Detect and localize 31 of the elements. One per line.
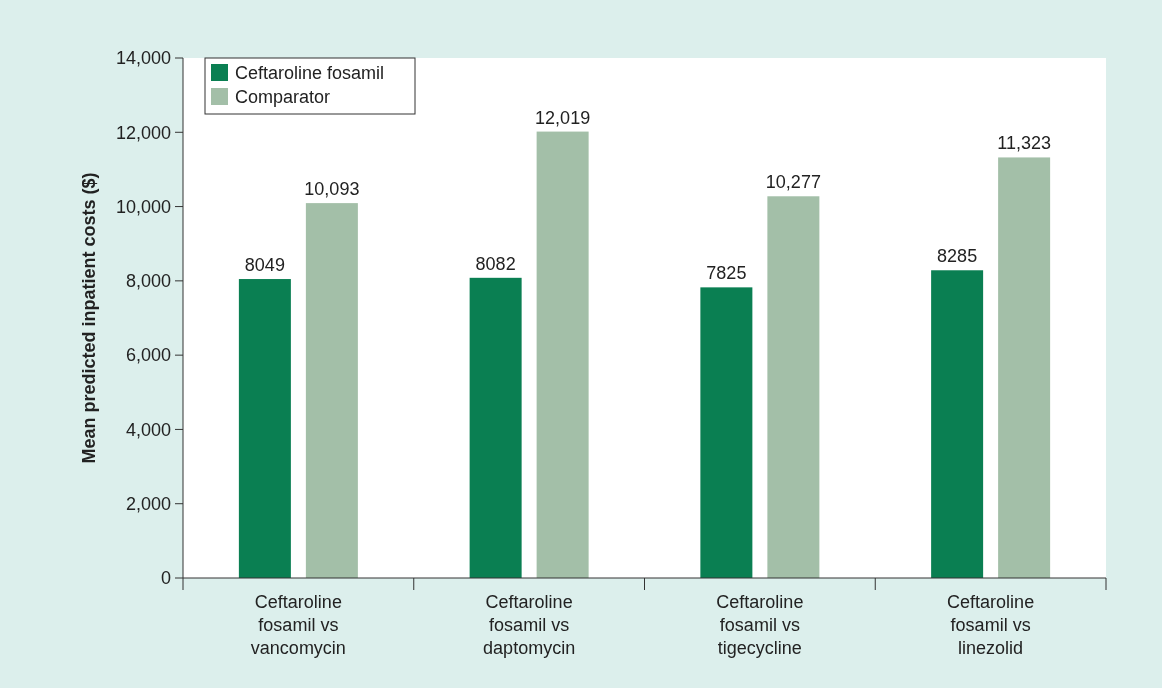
x-tick-label: Ceftaroline fosamil vs daptomycin bbox=[483, 592, 576, 658]
x-tick-label: Ceftaroline fosamil vs tigecycline bbox=[716, 592, 804, 658]
data-label: 8285 bbox=[937, 246, 978, 267]
y-axis-title: Mean predicted inpatient costs ($) bbox=[79, 172, 99, 464]
y-tick-label: 2,000 bbox=[125, 494, 171, 515]
bar bbox=[998, 157, 1051, 578]
data-label: 10,093 bbox=[304, 179, 360, 200]
y-tick-label: 6,000 bbox=[125, 345, 171, 366]
bar bbox=[700, 287, 753, 578]
data-label: 8049 bbox=[244, 255, 285, 276]
bar bbox=[931, 270, 984, 578]
y-tick-label: 4,000 bbox=[125, 419, 171, 440]
x-tick-label: Ceftaroline fosamil vs vancomycin bbox=[250, 592, 346, 658]
bar bbox=[536, 131, 589, 578]
y-tick-label: 0 bbox=[160, 568, 171, 589]
bar bbox=[469, 277, 522, 578]
data-label: 11,323 bbox=[997, 133, 1051, 154]
data-label: 12,019 bbox=[535, 107, 591, 128]
bar bbox=[305, 203, 358, 578]
bar bbox=[238, 279, 291, 578]
legend-label: Comparator bbox=[235, 87, 331, 108]
legend-label: Ceftaroline fosamil bbox=[235, 63, 385, 84]
data-label: 10,277 bbox=[765, 172, 821, 193]
y-tick-label: 10,000 bbox=[115, 196, 171, 217]
bar bbox=[767, 196, 820, 578]
y-tick-label: 8,000 bbox=[125, 271, 171, 292]
data-label: 7825 bbox=[706, 263, 747, 284]
data-label: 8082 bbox=[475, 253, 516, 274]
x-tick-label: Ceftaroline fosamil vs linezolid bbox=[947, 592, 1035, 658]
y-tick-label: 14,000 bbox=[115, 48, 171, 69]
y-tick-label: 12,000 bbox=[115, 122, 171, 143]
